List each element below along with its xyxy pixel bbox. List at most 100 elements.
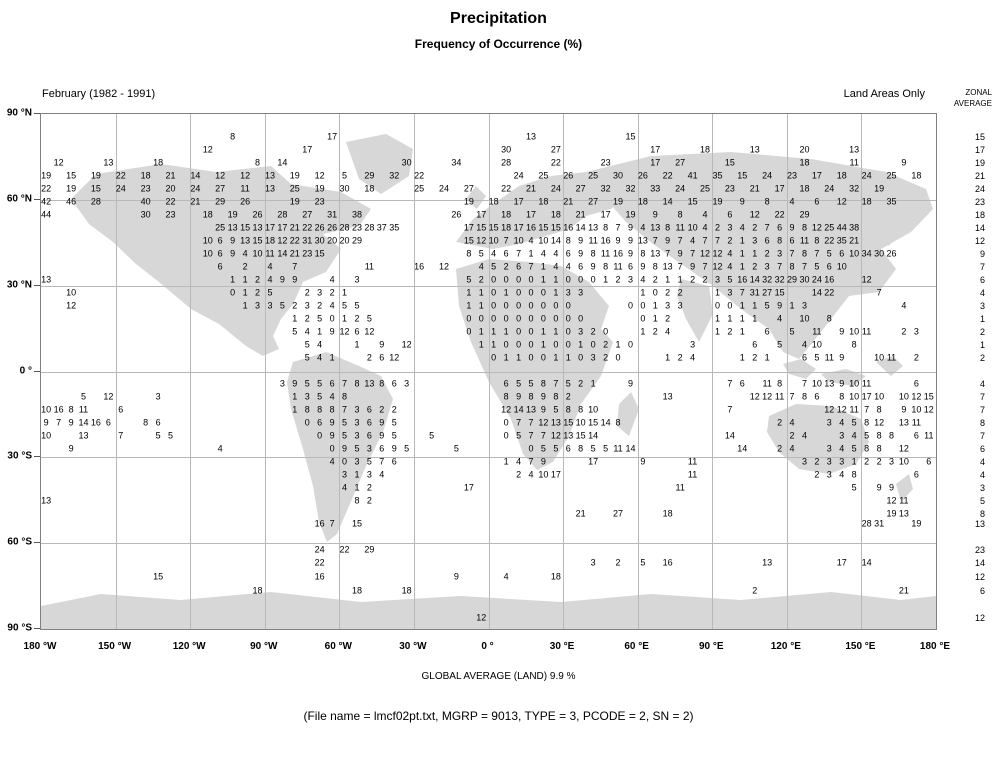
- period-label: February (1982 - 1991): [42, 88, 156, 100]
- zonal-average-value: 8: [979, 509, 985, 519]
- longitude-gridline: [489, 114, 490, 629]
- zonal-average-value: 1: [979, 314, 985, 324]
- zonal-average-value: 14: [974, 223, 985, 233]
- land-north-america: [71, 164, 371, 356]
- zonal-average-value: 21: [974, 171, 985, 181]
- lat-tick-label: 90 °S: [7, 622, 32, 634]
- zonal-average-value: 23: [974, 545, 985, 555]
- lon-tick-label: 90 °E: [698, 641, 724, 652]
- land-new-guinea: [876, 356, 903, 376]
- longitude-gridline: [861, 114, 862, 629]
- longitude-gridline: [116, 114, 117, 629]
- land-united-kingdom: [466, 186, 486, 209]
- zonal-average-value: 4: [979, 379, 985, 389]
- lat-tick-label: 30 °S: [7, 450, 32, 462]
- lon-tick-label: 30 °E: [549, 641, 575, 652]
- lon-tick-label: 30 °W: [399, 641, 427, 652]
- zonal-average-value: 3: [979, 301, 985, 311]
- lat-tick-mark: [34, 542, 40, 544]
- latitude-gridline: [41, 372, 936, 373]
- lat-tick-mark: [34, 370, 40, 372]
- lat-tick-label: 60 °N: [6, 193, 32, 205]
- zonal-average-value: 2: [979, 327, 985, 337]
- zonal-average-value: 7: [979, 262, 985, 272]
- latitude-gridline: [41, 200, 936, 201]
- land-india: [677, 279, 713, 342]
- lat-tick-label: 60 °S: [7, 536, 32, 548]
- lat-tick-mark: [34, 284, 40, 286]
- zonal-average-value: 6: [979, 586, 985, 596]
- zonal-average-value: 24: [974, 184, 985, 194]
- zonal-average-value: 5: [979, 496, 985, 506]
- zonal-header-line2: AVERAGE: [953, 99, 992, 108]
- zonal-average-value: 9: [979, 249, 985, 259]
- zonal-average-value: 4: [979, 288, 985, 298]
- longitude-gridline: [563, 114, 564, 629]
- latitude-gridline: [41, 286, 936, 287]
- longitude-gridline: [265, 114, 266, 629]
- lon-tick-label: 0 °: [481, 641, 494, 652]
- zonal-average-value: 14: [974, 558, 985, 568]
- zonal-average-value: 12: [974, 613, 985, 623]
- zonal-average-value: 15: [974, 132, 985, 142]
- longitude-gridline: [638, 114, 639, 629]
- longitude-gridline: [190, 114, 191, 629]
- zonal-average-value: 19: [974, 158, 985, 168]
- zonal-average-value: 7: [979, 431, 985, 441]
- land-new-zealand: [896, 474, 913, 502]
- zonal-average-value: 2: [979, 353, 985, 363]
- latitude-gridline: [41, 457, 936, 458]
- page-subtitle: Frequency of Occurrence (%): [414, 37, 583, 51]
- longitude-gridline: [339, 114, 340, 629]
- zonal-average-value: 23: [974, 197, 985, 207]
- zonal-average-value: 3: [979, 483, 985, 493]
- lat-tick-label: 30 °N: [6, 279, 32, 291]
- lat-tick-mark: [34, 198, 40, 200]
- longitude-gridline: [414, 114, 415, 629]
- land-southeast-asia-1: [783, 359, 816, 379]
- zonal-average-value: 8: [979, 418, 985, 428]
- lon-tick-label: 180 °E: [919, 641, 951, 652]
- zonal-average-value: 7: [979, 392, 985, 402]
- lat-tick-mark: [34, 628, 40, 629]
- zonal-header-line1: ZONAL: [965, 88, 992, 97]
- land-asia: [586, 152, 933, 359]
- land-europe: [456, 172, 626, 249]
- longitude-gridline: [787, 114, 788, 629]
- lon-tick-label: 180 °W: [23, 641, 57, 652]
- land-south-america: [287, 352, 393, 542]
- zonal-average-value: 1: [979, 340, 985, 350]
- zonal-average-value: 18: [974, 210, 985, 220]
- zonal-average-value: 12: [974, 572, 985, 582]
- zonal-average-value: 17: [974, 145, 985, 155]
- file-info-label: (File name = lmcf02pt.txt, MGRP = 9013, …: [303, 709, 694, 723]
- zonal-average-header: ZONAL AVERAGE: [940, 87, 992, 109]
- land-greenland: [346, 134, 413, 194]
- coverage-label: Land Areas Only: [843, 88, 925, 100]
- zonal-average-value: 6: [979, 444, 985, 454]
- zonal-average-value: 4: [979, 470, 985, 480]
- lon-tick-label: 60 °E: [624, 641, 649, 652]
- lon-tick-label: 150 °W: [98, 641, 132, 652]
- land-australia: [767, 404, 869, 474]
- page-title: Precipitation: [450, 10, 547, 27]
- land-japan: [879, 219, 899, 246]
- lon-tick-label: 60 °W: [324, 641, 352, 652]
- lon-tick-label: 150 °E: [845, 641, 876, 652]
- lat-tick-label: 90 °N: [6, 107, 32, 119]
- map-plot: [40, 113, 937, 630]
- land-indonesia: [821, 369, 866, 386]
- global-average-label: GLOBAL AVERAGE (LAND) 9.9 %: [421, 671, 576, 682]
- zonal-average-value: 13: [974, 519, 985, 529]
- zonal-average-value: 12: [974, 236, 985, 246]
- zonal-average-value: 4: [979, 457, 985, 467]
- longitude-gridline: [712, 114, 713, 629]
- zonal-average-value: 7: [979, 405, 985, 415]
- land-madagascar: [617, 392, 639, 436]
- lat-tick-label: 0 °: [19, 365, 32, 376]
- lat-tick-mark: [34, 113, 40, 114]
- land-africa: [456, 259, 613, 470]
- lat-tick-mark: [34, 456, 40, 458]
- lon-tick-label: 120 °E: [770, 641, 801, 652]
